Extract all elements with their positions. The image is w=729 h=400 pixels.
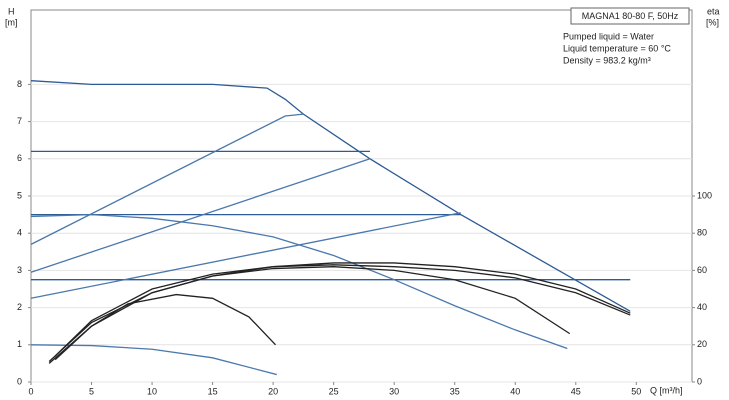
info-text: Pumped liquid = Water [563, 31, 654, 41]
x-axis-label: Q [m³/h] [650, 385, 683, 395]
y2-tick-label: 0 [697, 376, 702, 386]
y-tick-label: 3 [17, 265, 22, 275]
chart-title: MAGNA1 80-80 F, 50Hz [582, 11, 679, 21]
y-tick-label: 5 [17, 190, 22, 200]
y-tick-label: 7 [17, 116, 22, 126]
title-box [570, 7, 690, 25]
info-text: Density = 983.2 kg/m³ [563, 55, 651, 65]
y2-tick-label: 100 [697, 190, 712, 200]
x-tick-label: 40 [510, 386, 520, 396]
x-tick-label: 10 [147, 386, 157, 396]
y2-axis-label: eta [707, 6, 720, 16]
curve [30, 113, 304, 245]
y-axis-label: H [8, 6, 15, 16]
x-tick-label: 30 [389, 386, 399, 396]
x-tick-label: 0 [28, 386, 33, 396]
x-tick-label: 5 [89, 386, 94, 396]
y2-axis-unit: [%] [706, 17, 719, 27]
y2-tick-label: 80 [697, 228, 707, 238]
x-tick-label: 50 [631, 386, 641, 396]
curve [30, 212, 461, 299]
y-tick-label: 6 [17, 153, 22, 163]
y-tick-label: 8 [17, 79, 22, 89]
curve [30, 344, 277, 376]
curve [54, 264, 631, 357]
y-tick-label: 2 [17, 302, 22, 312]
curve [30, 80, 631, 312]
y2-tick-label: 40 [697, 302, 707, 312]
x-tick-label: 25 [329, 386, 339, 396]
x-tick-label: 20 [268, 386, 278, 396]
info-text: Liquid temperature = 60 °C [563, 43, 671, 53]
curve [30, 158, 371, 273]
y-tick-label: 4 [17, 228, 22, 238]
x-tick-label: 45 [571, 386, 581, 396]
y-tick-label: 1 [17, 339, 22, 349]
y2-tick-label: 20 [697, 339, 707, 349]
x-tick-label: 35 [450, 386, 460, 396]
y-tick-label: 0 [17, 376, 22, 386]
x-tick-label: 15 [208, 386, 218, 396]
curve [54, 293, 277, 361]
curve [48, 262, 631, 364]
y-axis-unit: [m] [5, 17, 18, 27]
curve [30, 213, 568, 350]
y2-tick-label: 60 [697, 265, 707, 275]
